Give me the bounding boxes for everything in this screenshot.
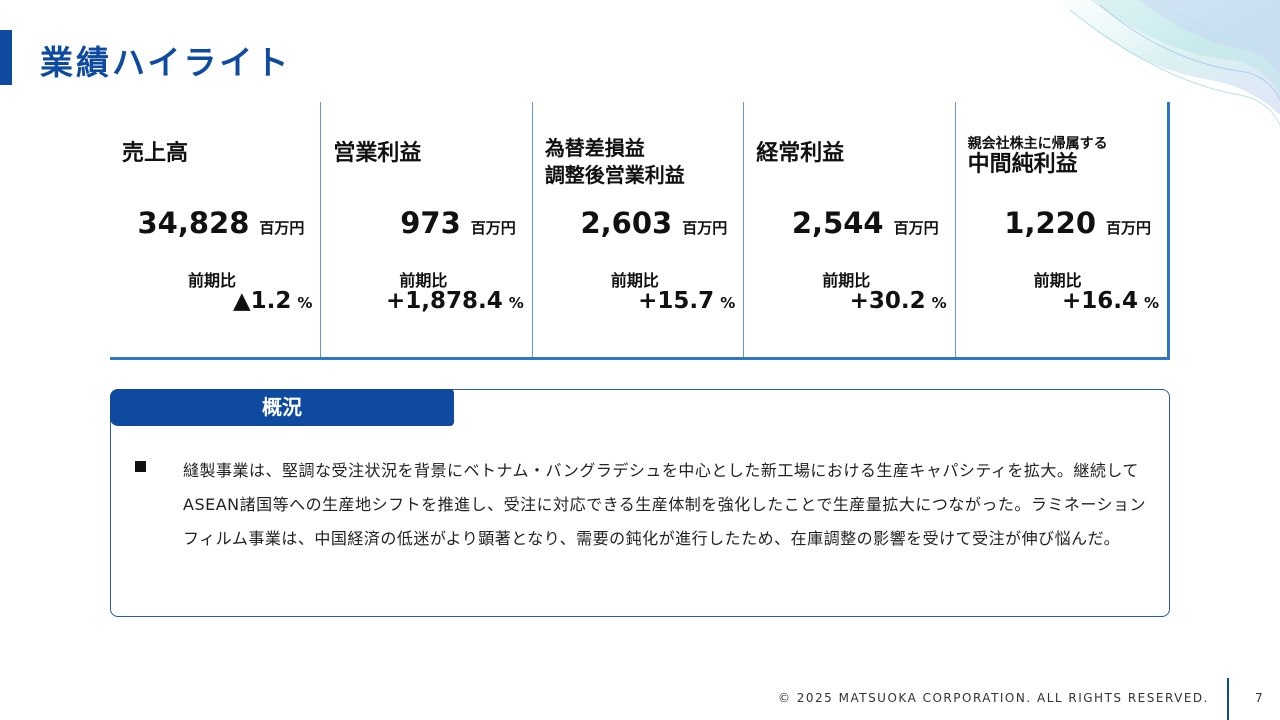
kpi-label: 営業利益 [333, 141, 422, 166]
page-number: 7 [1255, 691, 1263, 705]
kpi-compare-value: +15.7 [638, 288, 715, 314]
kpi-value: 2,544 [791, 206, 884, 240]
kpi-value-group: 973 百万円 [400, 206, 516, 240]
page-title: 業績ハイライト [40, 43, 292, 82]
copyright-footer: © 2025 MATSUOKA CORPORATION. ALL RIGHTS … [777, 691, 1209, 705]
kpi-operating-profit: 営業利益 973 百万円 前期比 +1,878.4 % [321, 102, 533, 357]
kpi-label: 売上高 [122, 141, 189, 166]
kpi-label-line1: 親会社株主に帰属する [967, 136, 1108, 152]
kpi-row: 売上高 34,828 百万円 前期比 ▲1.2 % 営業利益 973 百万円 前… [110, 102, 1170, 360]
overview-text: 縫製事業は、堅調な受注状況を背景にベトナム・バングラデシュを中心とした新工場にお… [183, 461, 1147, 548]
kpi-compare-value: +1,878.4 [386, 288, 503, 314]
kpi-compare-group: ▲1.2 % [233, 288, 312, 314]
overview-box: 概況 縫製事業は、堅調な受注状況を背景にベトナム・バングラデシュを中心とした新工… [110, 389, 1170, 617]
kpi-compare-label: 前期比 [1033, 271, 1082, 290]
kpi-adjusted-operating-profit: 為替差損益 調整後営業利益 2,603 百万円 前期比 +15.7 % [533, 102, 745, 357]
footer-divider [1227, 678, 1229, 720]
kpi-compare-group: +30.2 % [850, 288, 947, 314]
kpi-compare-unit: % [720, 294, 736, 312]
kpi-value-group: 1,220 百万円 [1004, 206, 1151, 240]
kpi-value: 973 [400, 206, 461, 240]
kpi-label-line2: 中間純利益 [967, 152, 1078, 177]
kpi-compare-unit: % [931, 294, 947, 312]
kpi-value-group: 2,603 百万円 [580, 206, 727, 240]
kpi-unit: 百万円 [682, 219, 728, 237]
overview-heading: 概況 [110, 389, 454, 426]
kpi-value-group: 34,828 百万円 [137, 206, 304, 240]
kpi-net-income: 親会社株主に帰属する 中間純利益 1,220 百万円 前期比 +16.4 % [956, 102, 1167, 357]
kpi-compare-unit: % [508, 294, 524, 312]
kpi-unit: 百万円 [470, 219, 516, 237]
kpi-label: 為替差損益 調整後営業利益 [545, 135, 685, 189]
kpi-value: 1,220 [1004, 206, 1096, 240]
kpi-ordinary-profit: 経常利益 2,544 百万円 前期比 +30.2 % [744, 102, 956, 357]
kpi-unit: 百万円 [893, 219, 939, 237]
kpi-unit: 百万円 [259, 219, 305, 237]
title-accent-bar [0, 30, 12, 85]
kpi-compare-group: +16.4 % [1062, 288, 1159, 314]
kpi-value: 2,603 [580, 206, 673, 240]
kpi-label-line2: 調整後営業利益 [544, 163, 685, 187]
kpi-compare-label: 前期比 [188, 271, 237, 290]
kpi-unit: 百万円 [1106, 219, 1152, 237]
kpi-compare-label: 前期比 [822, 271, 871, 290]
kpi-compare-value: +30.2 [849, 288, 926, 314]
kpi-value-group: 2,544 百万円 [792, 206, 939, 240]
kpi-label: 経常利益 [756, 141, 845, 166]
kpi-compare-label: 前期比 [399, 271, 448, 290]
kpi-compare-value: ▲1.2 [232, 288, 292, 314]
decorative-wave-graphic [1060, 0, 1280, 126]
kpi-compare-group: +15.7 % [638, 288, 735, 314]
kpi-compare-value: +16.4 [1061, 288, 1138, 314]
kpi-compare-label: 前期比 [610, 271, 659, 290]
kpi-compare-group: +1,878.4 % [386, 288, 524, 314]
kpi-value: 34,828 [137, 206, 250, 240]
kpi-compare-unit: % [297, 294, 313, 312]
kpi-label-line1: 為替差損益 [544, 136, 645, 160]
kpi-label: 親会社株主に帰属する 中間純利益 [968, 135, 1108, 177]
square-bullet-icon [135, 461, 146, 472]
kpi-net-sales: 売上高 34,828 百万円 前期比 ▲1.2 % [110, 102, 322, 357]
kpi-compare-unit: % [1143, 294, 1160, 312]
